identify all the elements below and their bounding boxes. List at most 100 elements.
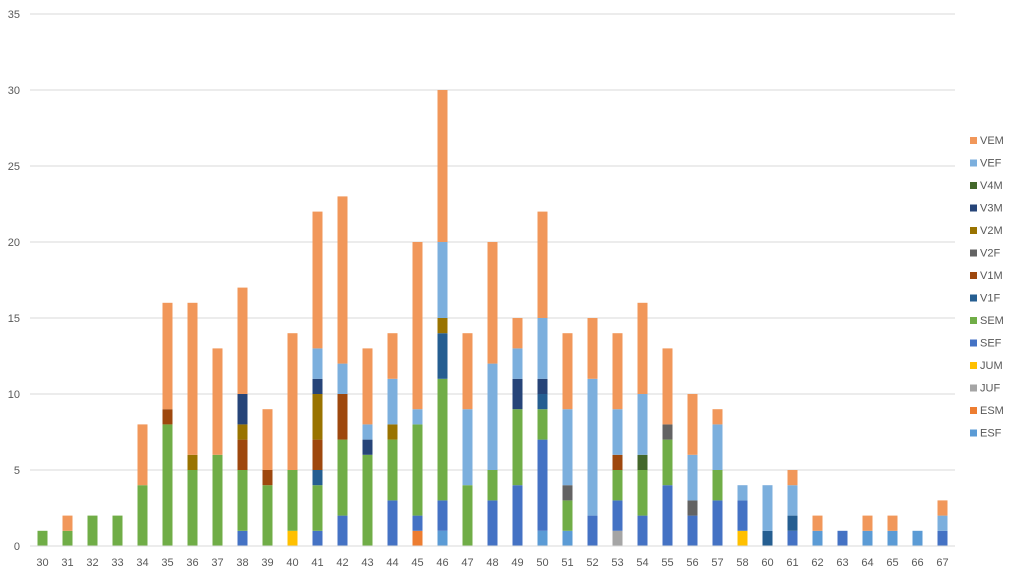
bar-segment-vem-34	[137, 424, 148, 486]
x-tick-label: 47	[461, 557, 473, 569]
legend-swatch-v1f	[970, 294, 977, 302]
bar-segment-sef-46	[437, 500, 448, 531]
bar-segment-sem-36	[187, 470, 198, 546]
bar-segment-sem-43	[362, 454, 373, 546]
legend-label-sef: SEF	[980, 338, 1002, 350]
x-tick-label: 55	[661, 557, 673, 569]
bar-segment-vem-65	[887, 515, 898, 531]
legend-label-vef: VEF	[980, 158, 1002, 170]
bar-segment-sef-67	[937, 530, 948, 546]
bar-segment-vem-45	[412, 242, 423, 410]
bar-segment-sem-41	[312, 485, 323, 531]
y-tick-label: 5	[14, 465, 20, 477]
bar-segment-vem-55	[662, 348, 673, 425]
legend: VEM VEF V4M V3M V2M V2F V1M V1F SEM SEF JUM JUF ESM E…	[970, 135, 1004, 440]
bar-segment-v1m-39	[262, 470, 273, 486]
bar-segment-vem-56	[687, 394, 698, 455]
x-tick-label: 39	[261, 557, 273, 569]
bar-segment-sem-32	[87, 515, 98, 546]
bar-segment-v1m-41	[312, 439, 323, 470]
x-tick-label: 35	[161, 557, 173, 569]
bar-segment-sef-53	[612, 500, 623, 531]
bar-segment-vem-42	[337, 196, 348, 364]
legend-swatch-v2f	[970, 249, 977, 257]
bar-segment-esf-62	[812, 530, 823, 546]
legend-label-v1m: V1M	[980, 270, 1003, 282]
x-tick-label: 60	[761, 557, 773, 569]
bar-segment-sem-55	[662, 439, 673, 486]
bar-segment-sef-56	[687, 515, 698, 546]
bar-segment-esf-46	[437, 530, 448, 546]
legend-label-v1f: V1F	[980, 293, 1000, 305]
x-tick-label: 48	[486, 557, 498, 569]
bar-segment-v1m-53	[612, 454, 623, 470]
bar-segment-vef-53	[612, 409, 623, 455]
bar-segment-v2m-36	[187, 454, 198, 470]
bar-segment-juf-53	[612, 530, 623, 546]
bar-segment-sef-50	[537, 439, 548, 531]
bar-segment-sef-63	[837, 530, 848, 546]
bar-segment-vem-39	[262, 409, 273, 470]
bar-segment-v2f-51	[562, 485, 573, 501]
bar-segment-vem-48	[487, 242, 498, 364]
y-tick-label: 30	[8, 85, 20, 97]
y-tick-label: 20	[8, 237, 20, 249]
bar-segment-vef-45	[412, 409, 423, 425]
bar-segment-sem-33	[112, 515, 123, 546]
legend-swatch-esf	[970, 429, 977, 437]
bar-segment-sem-35	[162, 424, 173, 546]
bar-segment-vef-61	[787, 485, 798, 516]
legend-swatch-vef	[970, 159, 977, 167]
bar-segment-sef-57	[712, 500, 723, 546]
legend-swatch-v2m	[970, 227, 977, 234]
legend-swatch-v3m	[970, 204, 977, 212]
bar-segment-esm-45	[412, 530, 423, 546]
legend-label-v4m: V4M	[980, 180, 1003, 192]
x-tick-label: 62	[811, 557, 823, 569]
legend-label-sem: SEM	[980, 315, 1004, 327]
bar-segment-jum-58	[737, 530, 748, 546]
bar-segment-vem-53	[612, 333, 623, 410]
bar-segment-v3m-43	[362, 439, 373, 455]
bar-segment-v1f-50	[537, 394, 548, 410]
bar-segment-esf-64	[862, 530, 873, 546]
bar-segment-sem-31	[62, 530, 73, 546]
x-tick-label: 33	[111, 557, 123, 569]
y-axis-ticks: 0 5 10 15 20 25 30 35	[8, 9, 20, 553]
legend-label-juf: JUF	[980, 383, 1000, 395]
bar-segment-v2f-56	[687, 500, 698, 516]
bar-segment-vef-41	[312, 348, 323, 379]
bar-segment-v2f-55	[662, 424, 673, 440]
y-tick-label: 0	[14, 541, 20, 553]
bar-segment-sef-52	[587, 515, 598, 546]
bar-segment-vem-62	[812, 515, 823, 531]
bar-segment-vem-43	[362, 348, 373, 425]
bar-segment-vef-44	[387, 378, 398, 425]
x-tick-label: 44	[386, 557, 398, 569]
legend-swatch-jum	[970, 362, 977, 369]
x-tick-label: 32	[86, 557, 98, 569]
bar-segment-sef-38	[237, 530, 248, 546]
bar-segment-vef-58	[737, 485, 748, 501]
x-tick-label: 51	[561, 557, 573, 569]
bar-segment-vem-50	[537, 211, 548, 318]
bar-segment-vef-57	[712, 424, 723, 470]
x-axis-ticks: 30 31 32 33 34 35 36 37 38 39 40 41 42 43 44 45 46 47 48 49…	[36, 557, 948, 569]
x-tick-label: 56	[686, 557, 698, 569]
bar-segment-vem-36	[187, 302, 198, 455]
x-tick-label: 50	[536, 557, 548, 569]
bar-segment-vef-43	[362, 424, 373, 440]
bar-segment-sem-40	[287, 470, 298, 531]
bar-segment-sef-41	[312, 530, 323, 546]
bar-segment-vem-61	[787, 470, 798, 486]
bar-segment-sef-58	[737, 500, 748, 531]
x-tick-label: 64	[861, 557, 873, 569]
x-tick-label: 45	[411, 557, 423, 569]
bar-segment-sem-48	[487, 470, 498, 501]
bar-segment-vem-44	[387, 333, 398, 379]
legend-swatch-sem	[970, 317, 977, 324]
bar-segment-vem-47	[462, 333, 473, 410]
x-tick-label: 36	[186, 557, 198, 569]
legend-label-esm: ESM	[980, 405, 1004, 417]
